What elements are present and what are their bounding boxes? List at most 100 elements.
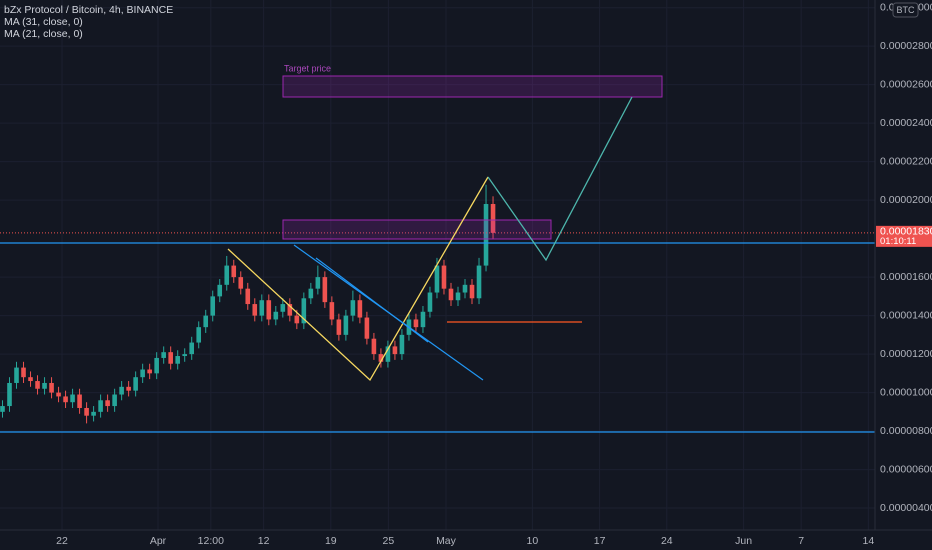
candle-body <box>91 411 96 416</box>
candle-body <box>231 265 237 278</box>
candle-body <box>84 407 89 416</box>
candle-body <box>329 302 335 320</box>
candle-body <box>280 304 286 312</box>
y-tick-label: 0.00002600 <box>880 78 932 90</box>
candle-body <box>77 394 82 408</box>
candle-body <box>385 346 391 362</box>
candle-body <box>441 265 447 289</box>
candle-body <box>147 369 152 374</box>
y-tick-label: 0.00000800 <box>880 425 932 437</box>
candle-body <box>357 300 363 318</box>
candle-body <box>49 382 54 393</box>
x-tick-label: 22 <box>56 535 68 547</box>
x-tick-label: Jun <box>735 535 752 547</box>
candle-body <box>238 277 244 289</box>
candle-body <box>273 311 279 320</box>
candle-body <box>266 300 272 320</box>
x-tick-label: 19 <box>325 535 337 547</box>
candle-body <box>287 304 293 316</box>
candle-body <box>133 377 138 391</box>
candle-body <box>476 265 482 299</box>
candle-body <box>189 342 195 355</box>
pattern-line <box>227 176 489 382</box>
candle-body <box>175 356 180 364</box>
candle-body <box>378 354 384 362</box>
candle-body <box>259 300 265 316</box>
candle-body <box>98 400 103 412</box>
candle-body <box>35 381 40 389</box>
candle-body <box>56 392 61 397</box>
candle-body <box>322 277 328 303</box>
y-tick-label: 0.00001000 <box>880 386 932 398</box>
annotation: Target price <box>284 63 331 73</box>
x-tick-label: 7 <box>798 535 804 547</box>
candle-body <box>483 203 489 266</box>
channel-line <box>315 257 429 343</box>
candle-body <box>119 386 124 395</box>
candle-body <box>126 386 131 391</box>
y-tick-label: 0.00001200 <box>880 348 932 360</box>
y-tick-label: 0.00000600 <box>880 463 932 475</box>
x-tick-label: 12 <box>258 535 270 547</box>
x-tick-label: 17 <box>594 535 606 547</box>
price-axis <box>875 0 932 550</box>
candle-body <box>462 284 468 293</box>
candle-body <box>182 354 187 357</box>
countdown-label: 01:10:11 <box>880 236 916 247</box>
candle-body <box>427 292 433 312</box>
y-tick-label: 0.00001400 <box>880 309 932 321</box>
candle-body <box>63 396 68 403</box>
drawings: Target price <box>0 63 875 433</box>
currency-label: BTC <box>897 5 916 15</box>
x-tick-label: 12:00 <box>198 535 224 547</box>
candle-body <box>294 315 300 324</box>
candle-body <box>105 400 110 407</box>
candle-body <box>161 352 166 358</box>
candle-body <box>434 265 440 293</box>
candle-body <box>224 265 230 285</box>
candle-body <box>112 394 117 407</box>
resistance-box <box>282 219 552 240</box>
candle-body <box>392 346 398 355</box>
y-tick-label: 0.00002000 <box>880 194 932 206</box>
y-tick-label: 0.00002400 <box>880 117 932 129</box>
x-tick-label: Apr <box>150 535 167 547</box>
x-tick-label: 25 <box>383 535 395 547</box>
y-tick-label: 0.00000400 <box>880 502 932 514</box>
x-tick-label: 10 <box>527 535 539 547</box>
y-tick-label: 0.00002800 <box>880 40 932 52</box>
candle-body <box>343 315 349 335</box>
candle-body <box>336 319 342 335</box>
candle-body <box>315 277 321 289</box>
candle-body <box>252 304 258 316</box>
chart-title: bZx Protocol / Bitcoin, 4h, BINANCE <box>4 4 173 16</box>
x-tick-label: May <box>436 535 457 547</box>
candle-body <box>21 367 26 378</box>
candle-body <box>70 394 75 403</box>
candle-body <box>364 317 370 339</box>
candle-body <box>455 292 461 301</box>
candle-body <box>42 382 47 389</box>
candle-body <box>203 315 209 328</box>
candle-body <box>490 203 496 233</box>
projection-line <box>487 96 633 262</box>
candle-body <box>413 319 419 328</box>
candle-body <box>196 327 202 343</box>
candle-body <box>168 352 173 364</box>
candle-body <box>245 288 251 305</box>
candle-body <box>301 298 307 324</box>
candle-body <box>469 284 475 299</box>
currency-badge[interactable] <box>892 2 919 18</box>
candle-body <box>217 284 223 297</box>
candle-body <box>210 296 216 316</box>
candle-body <box>371 338 377 355</box>
candle-body <box>420 311 426 328</box>
x-tick-label: 14 <box>863 535 875 547</box>
candle-body <box>140 369 145 378</box>
indicator-label: MA (31, close, 0) <box>4 16 83 28</box>
candle-body <box>399 334 405 355</box>
last-price-label: 0.00001830 <box>880 226 932 238</box>
x-tick-label: 24 <box>661 535 673 547</box>
